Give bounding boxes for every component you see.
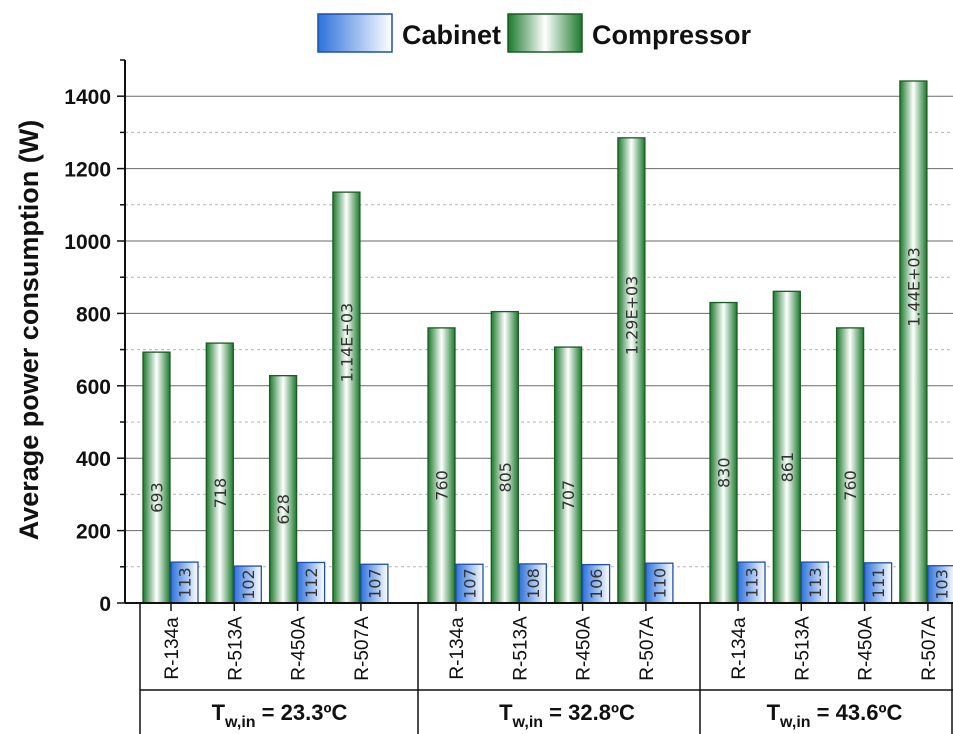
data-label-compressor: 1.29E+03 [622, 276, 641, 356]
data-label-compressor: 861 [778, 452, 797, 483]
legend-label: Compressor [592, 20, 752, 50]
bar-cabinet [927, 565, 953, 604]
y-tick-label: 1200 [64, 159, 111, 182]
bar-cabinet [800, 561, 829, 604]
x-category-label: R-134a [447, 617, 468, 680]
bar-cabinet [296, 561, 326, 604]
bar-compressor [772, 290, 801, 604]
y-tick-label: 1000 [64, 231, 111, 254]
data-label-compressor: 1.14E+03 [337, 303, 356, 383]
data-label-cabinet: 111 [869, 568, 888, 599]
data-label-compressor: 805 [496, 462, 515, 493]
bar-compressor [835, 327, 865, 604]
group-label: Tw,in = 32.8ºC [499, 700, 635, 731]
data-label-cabinet: 110 [650, 568, 669, 599]
x-category-label: R-507A [352, 616, 373, 681]
data-label-cabinet: 113 [743, 567, 762, 598]
bars: 693 113 718 102 628 112 1.14E+03 107 760 107 805 10… [142, 80, 953, 604]
y-tick-label: 1400 [64, 86, 111, 109]
x-category-label: R-450A [574, 616, 595, 681]
grid-lines [125, 95, 953, 568]
data-label-compressor: 628 [274, 494, 293, 525]
x-category-label: R-513A [792, 616, 813, 681]
group-label: Tw,in = 43.6ºC [767, 700, 903, 731]
bar-compressor [490, 310, 519, 604]
bar-compressor [268, 375, 298, 604]
bar-compressor [427, 327, 456, 604]
bar-compressor [332, 191, 361, 604]
bar-compressor [553, 346, 583, 604]
x-category-label: R-134a [162, 617, 183, 680]
data-label-compressor: 1.44E+03 [904, 247, 923, 327]
data-label-cabinet: 113 [806, 567, 825, 598]
group-label: Tw,in = 23.3ºC [212, 700, 348, 731]
data-label-cabinet: 113 [176, 567, 195, 598]
legend-label: Cabinet [402, 20, 501, 50]
data-label-compressor: 830 [715, 457, 734, 488]
data-label-cabinet: 107 [365, 568, 384, 599]
data-label-compressor: 693 [148, 482, 167, 513]
data-label-compressor: 718 [211, 478, 230, 509]
y-tick-label: 200 [76, 521, 111, 544]
bar-compressor [142, 351, 171, 604]
legend-swatch [507, 13, 583, 53]
x-category-label: R-507A [637, 616, 658, 681]
y-axis-label: Average power consumption (W) [14, 120, 44, 541]
y-tick-label: 600 [76, 376, 111, 399]
data-label-cabinet: 107 [461, 568, 480, 599]
bar-compressor [617, 137, 646, 604]
bar-compressor [899, 80, 928, 604]
bar-cabinet [455, 563, 484, 604]
y-tick-label: 400 [76, 448, 111, 471]
bar-compressor [709, 301, 738, 604]
x-category-label: R-450A [856, 616, 877, 681]
bar-cabinet [233, 565, 262, 604]
data-label-compressor: 707 [559, 480, 578, 511]
x-category-label: R-513A [510, 616, 531, 681]
bar-compressor [205, 342, 234, 604]
x-category-label: R-450A [289, 616, 310, 681]
bar-cabinet [863, 562, 893, 604]
data-label-cabinet: 102 [239, 569, 258, 600]
x-category-label: R-134a [729, 617, 750, 680]
bar-cabinet [645, 562, 674, 604]
legend-swatch [317, 13, 393, 53]
x-category-label: R-513A [225, 616, 246, 681]
data-label-compressor: 760 [841, 470, 860, 501]
y-axis-ticks: 0 200 400 600 800 1000 1200 1400 [64, 59, 125, 616]
x-category-label: R-507A [919, 616, 940, 681]
data-label-cabinet: 112 [302, 567, 321, 598]
data-label-cabinet: 103 [932, 569, 951, 600]
data-label-cabinet: 106 [587, 569, 606, 600]
data-label-cabinet: 108 [524, 568, 543, 599]
legend: Cabinet Compressor [317, 13, 752, 53]
y-tick-label: 0 [99, 593, 111, 616]
data-label-compressor: 760 [433, 470, 452, 501]
bar-cabinet [360, 563, 389, 604]
bar-cabinet [170, 561, 199, 604]
bar-cabinet [518, 563, 547, 604]
y-tick-label: 800 [76, 303, 111, 326]
plot-frame [124, 60, 953, 604]
